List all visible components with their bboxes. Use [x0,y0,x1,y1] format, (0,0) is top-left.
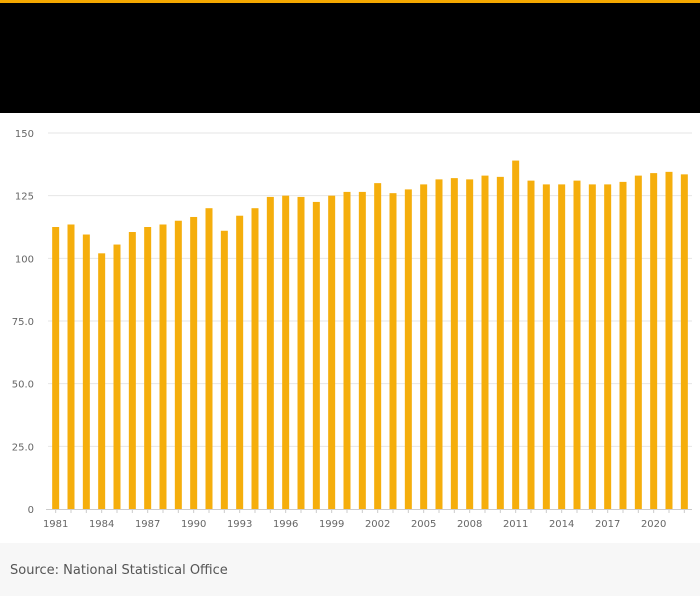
bar-2014 [558,184,566,509]
bar-1998 [312,201,320,509]
x-tick-label: 1984 [89,519,114,530]
bar-2009 [481,175,489,509]
bar-1997 [297,196,305,510]
bar-2018 [619,181,627,509]
bar-2002 [374,183,382,509]
y-tick-label: 25.0 [12,442,34,453]
bar-1991 [205,208,213,509]
x-tick-label: 2008 [457,519,482,530]
bar-1990 [190,216,198,509]
bar-2011 [512,160,520,509]
y-axis-ticks: 0 25.0 50.0 75.0 100 125 150 [12,129,34,516]
bar-2015 [573,180,581,510]
bar-2019 [634,175,642,509]
bar-series [52,160,688,510]
x-tick-label: 2017 [595,519,620,530]
bar-2022 [680,174,688,510]
bar-1989 [174,220,182,509]
bar-2004 [404,189,412,509]
x-axis: 1981 1984 1987 1990 1993 1996 1999 2002 2005 2008… [43,509,692,530]
grid-lines [48,132,692,447]
y-tick-label: 0 [28,505,34,516]
bar-1994 [251,208,259,509]
bar-2016 [588,184,596,509]
bar-1996 [282,195,290,509]
bar-1987 [144,227,152,509]
bar-1988 [159,224,167,509]
bar-2005 [420,184,428,509]
bar-2000 [343,191,351,509]
x-tick-label: 1999 [319,519,344,530]
bar-1982 [67,224,75,509]
bar-2001 [358,191,366,509]
x-tick-label: 2002 [365,519,390,530]
x-tick-label: 1981 [43,519,68,530]
source-note: Source: National Statistical Office [10,563,228,578]
bar-1985 [113,244,121,509]
bar-2010 [496,176,504,509]
bar-1983 [82,234,90,509]
bar-2003 [389,193,397,509]
x-tick-label: 1990 [181,519,206,530]
y-tick-label: 100 [15,254,34,265]
x-tick-label: 1996 [273,519,298,530]
bar-1993 [236,215,244,509]
bar-1984 [98,253,106,509]
bar-1986 [128,232,136,509]
y-tick-label: 50.0 [12,380,34,391]
top-accent-rule [0,0,700,3]
bar-2008 [466,179,474,509]
bar-2006 [435,179,443,509]
bar-1992 [220,230,228,509]
bar-1995 [266,196,274,510]
bar-2017 [604,184,612,509]
x-tick-label: 2014 [549,519,574,530]
bar-2021 [665,171,673,509]
x-tick-label: 1987 [135,519,160,530]
bar-1981 [52,227,60,509]
header-band [0,3,700,113]
bar-2007 [450,178,458,509]
bar-1999 [328,195,336,509]
bar-2013 [542,184,550,509]
y-tick-label: 125 [15,192,34,203]
chart-area: 0 25.0 50.0 75.0 100 125 150 1981 1984 1987 1990 1… [0,113,700,543]
x-tick-label: 2005 [411,519,436,530]
x-tick-label: 2020 [641,519,666,530]
bar-2020 [650,173,658,509]
x-tick-label: 2011 [503,519,528,530]
x-tick-label: 1993 [227,519,252,530]
bar-2012 [527,180,535,510]
y-tick-label: 150 [15,129,34,140]
y-tick-label: 75.0 [12,317,34,328]
